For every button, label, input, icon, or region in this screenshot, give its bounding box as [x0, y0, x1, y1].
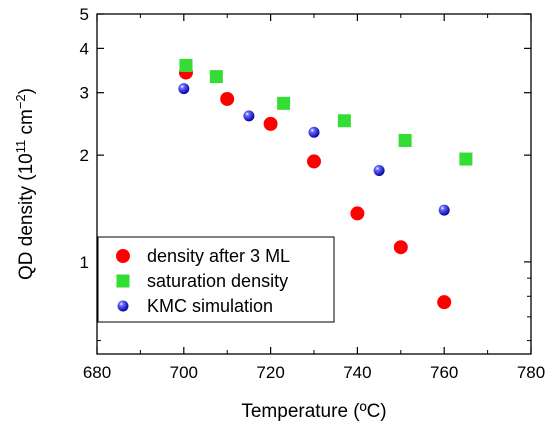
y-tick-label: 3	[80, 84, 89, 103]
data-point	[277, 96, 291, 110]
data-point	[178, 83, 190, 95]
y-axis-label-exponent-1: 11	[13, 140, 28, 154]
legend-marker	[116, 249, 130, 263]
y-tick-label: 4	[80, 39, 89, 58]
data-point	[393, 240, 408, 255]
data-point	[398, 133, 412, 147]
legend: density after 3 ML saturation density KMC …	[97, 236, 335, 323]
y-tick-label: 2	[80, 146, 89, 165]
data-point	[438, 204, 450, 216]
x-tick-label: 680	[83, 363, 111, 382]
x-axis-label: Temperature (ºC)	[241, 401, 386, 422]
data-point	[179, 58, 193, 72]
y-axis-label-exponent-2: −2	[13, 94, 28, 109]
data-point	[209, 70, 223, 84]
x-tick-label: 720	[256, 363, 284, 382]
legend-marker	[117, 300, 129, 312]
data-point	[308, 126, 320, 138]
x-tick-label: 700	[170, 363, 198, 382]
y-axis-label: QD density (1011 cm−2)	[13, 88, 37, 280]
data-point	[243, 110, 255, 122]
data-point	[350, 206, 365, 221]
data-point	[373, 165, 385, 177]
series-0	[178, 65, 452, 310]
data-points	[178, 58, 473, 310]
legend-label: density after 3 ML	[147, 246, 290, 266]
data-point	[459, 152, 473, 166]
data-point	[220, 91, 235, 106]
y-tick-label: 5	[80, 5, 89, 24]
x-tick-label: 760	[430, 363, 458, 382]
legend-label: KMC simulation	[147, 296, 273, 316]
data-point	[263, 116, 278, 131]
series-1	[179, 58, 473, 166]
data-point	[337, 114, 351, 128]
data-point	[437, 295, 452, 310]
x-tick-label: 780	[517, 363, 545, 382]
tick-labels: 680 700 720 740 760 780 1 2 3 4 5	[80, 5, 546, 382]
data-point	[307, 154, 321, 169]
legend-box	[97, 236, 335, 323]
series-2	[178, 83, 450, 216]
legend-marker	[116, 274, 130, 288]
legend-label: saturation density	[147, 271, 288, 291]
x-tick-label: 740	[343, 363, 371, 382]
y-tick-label: 1	[80, 253, 89, 272]
